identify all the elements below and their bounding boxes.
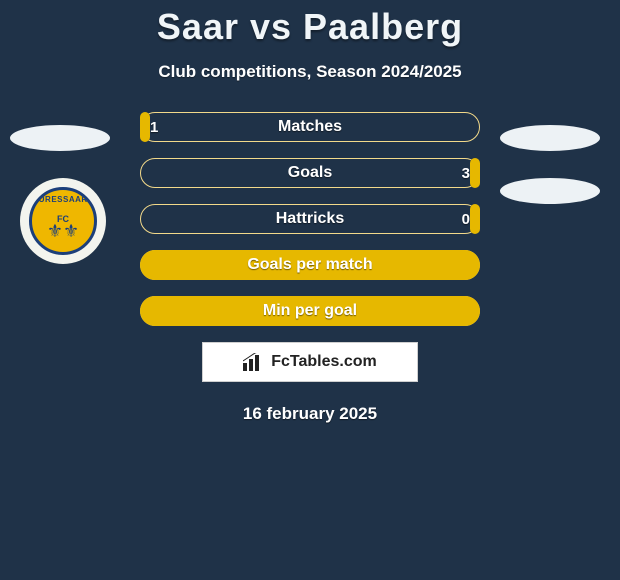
stat-row: Goals per match	[140, 250, 480, 280]
page-title: Saar vs Paalberg	[0, 0, 620, 48]
stat-bar-fill-right	[140, 250, 480, 280]
stat-bar-fill-right	[470, 204, 480, 234]
stat-bar-outline	[140, 112, 480, 142]
stat-bar-fill-left	[140, 112, 150, 142]
subtitle: Club competitions, Season 2024/2025	[0, 62, 620, 82]
stats-container: Matches1 Goals3 Hattricks0 Goals per match M…	[0, 112, 620, 424]
stat-row: Goals3	[140, 158, 480, 188]
stat-bar-outline	[140, 158, 480, 188]
stat-bar-fill-right	[140, 296, 480, 326]
stat-bar-outline	[140, 204, 480, 234]
stat-row: Hattricks0	[140, 204, 480, 234]
stat-bar-fill-right	[470, 158, 480, 188]
bar-chart-icon	[243, 353, 265, 371]
fctables-logo[interactable]: FcTables.com	[202, 342, 418, 382]
generated-date: 16 february 2025	[0, 404, 620, 424]
fctables-brand-text: FcTables.com	[271, 353, 377, 371]
stat-row: Min per goal	[140, 296, 480, 326]
stat-row: Matches1	[140, 112, 480, 142]
